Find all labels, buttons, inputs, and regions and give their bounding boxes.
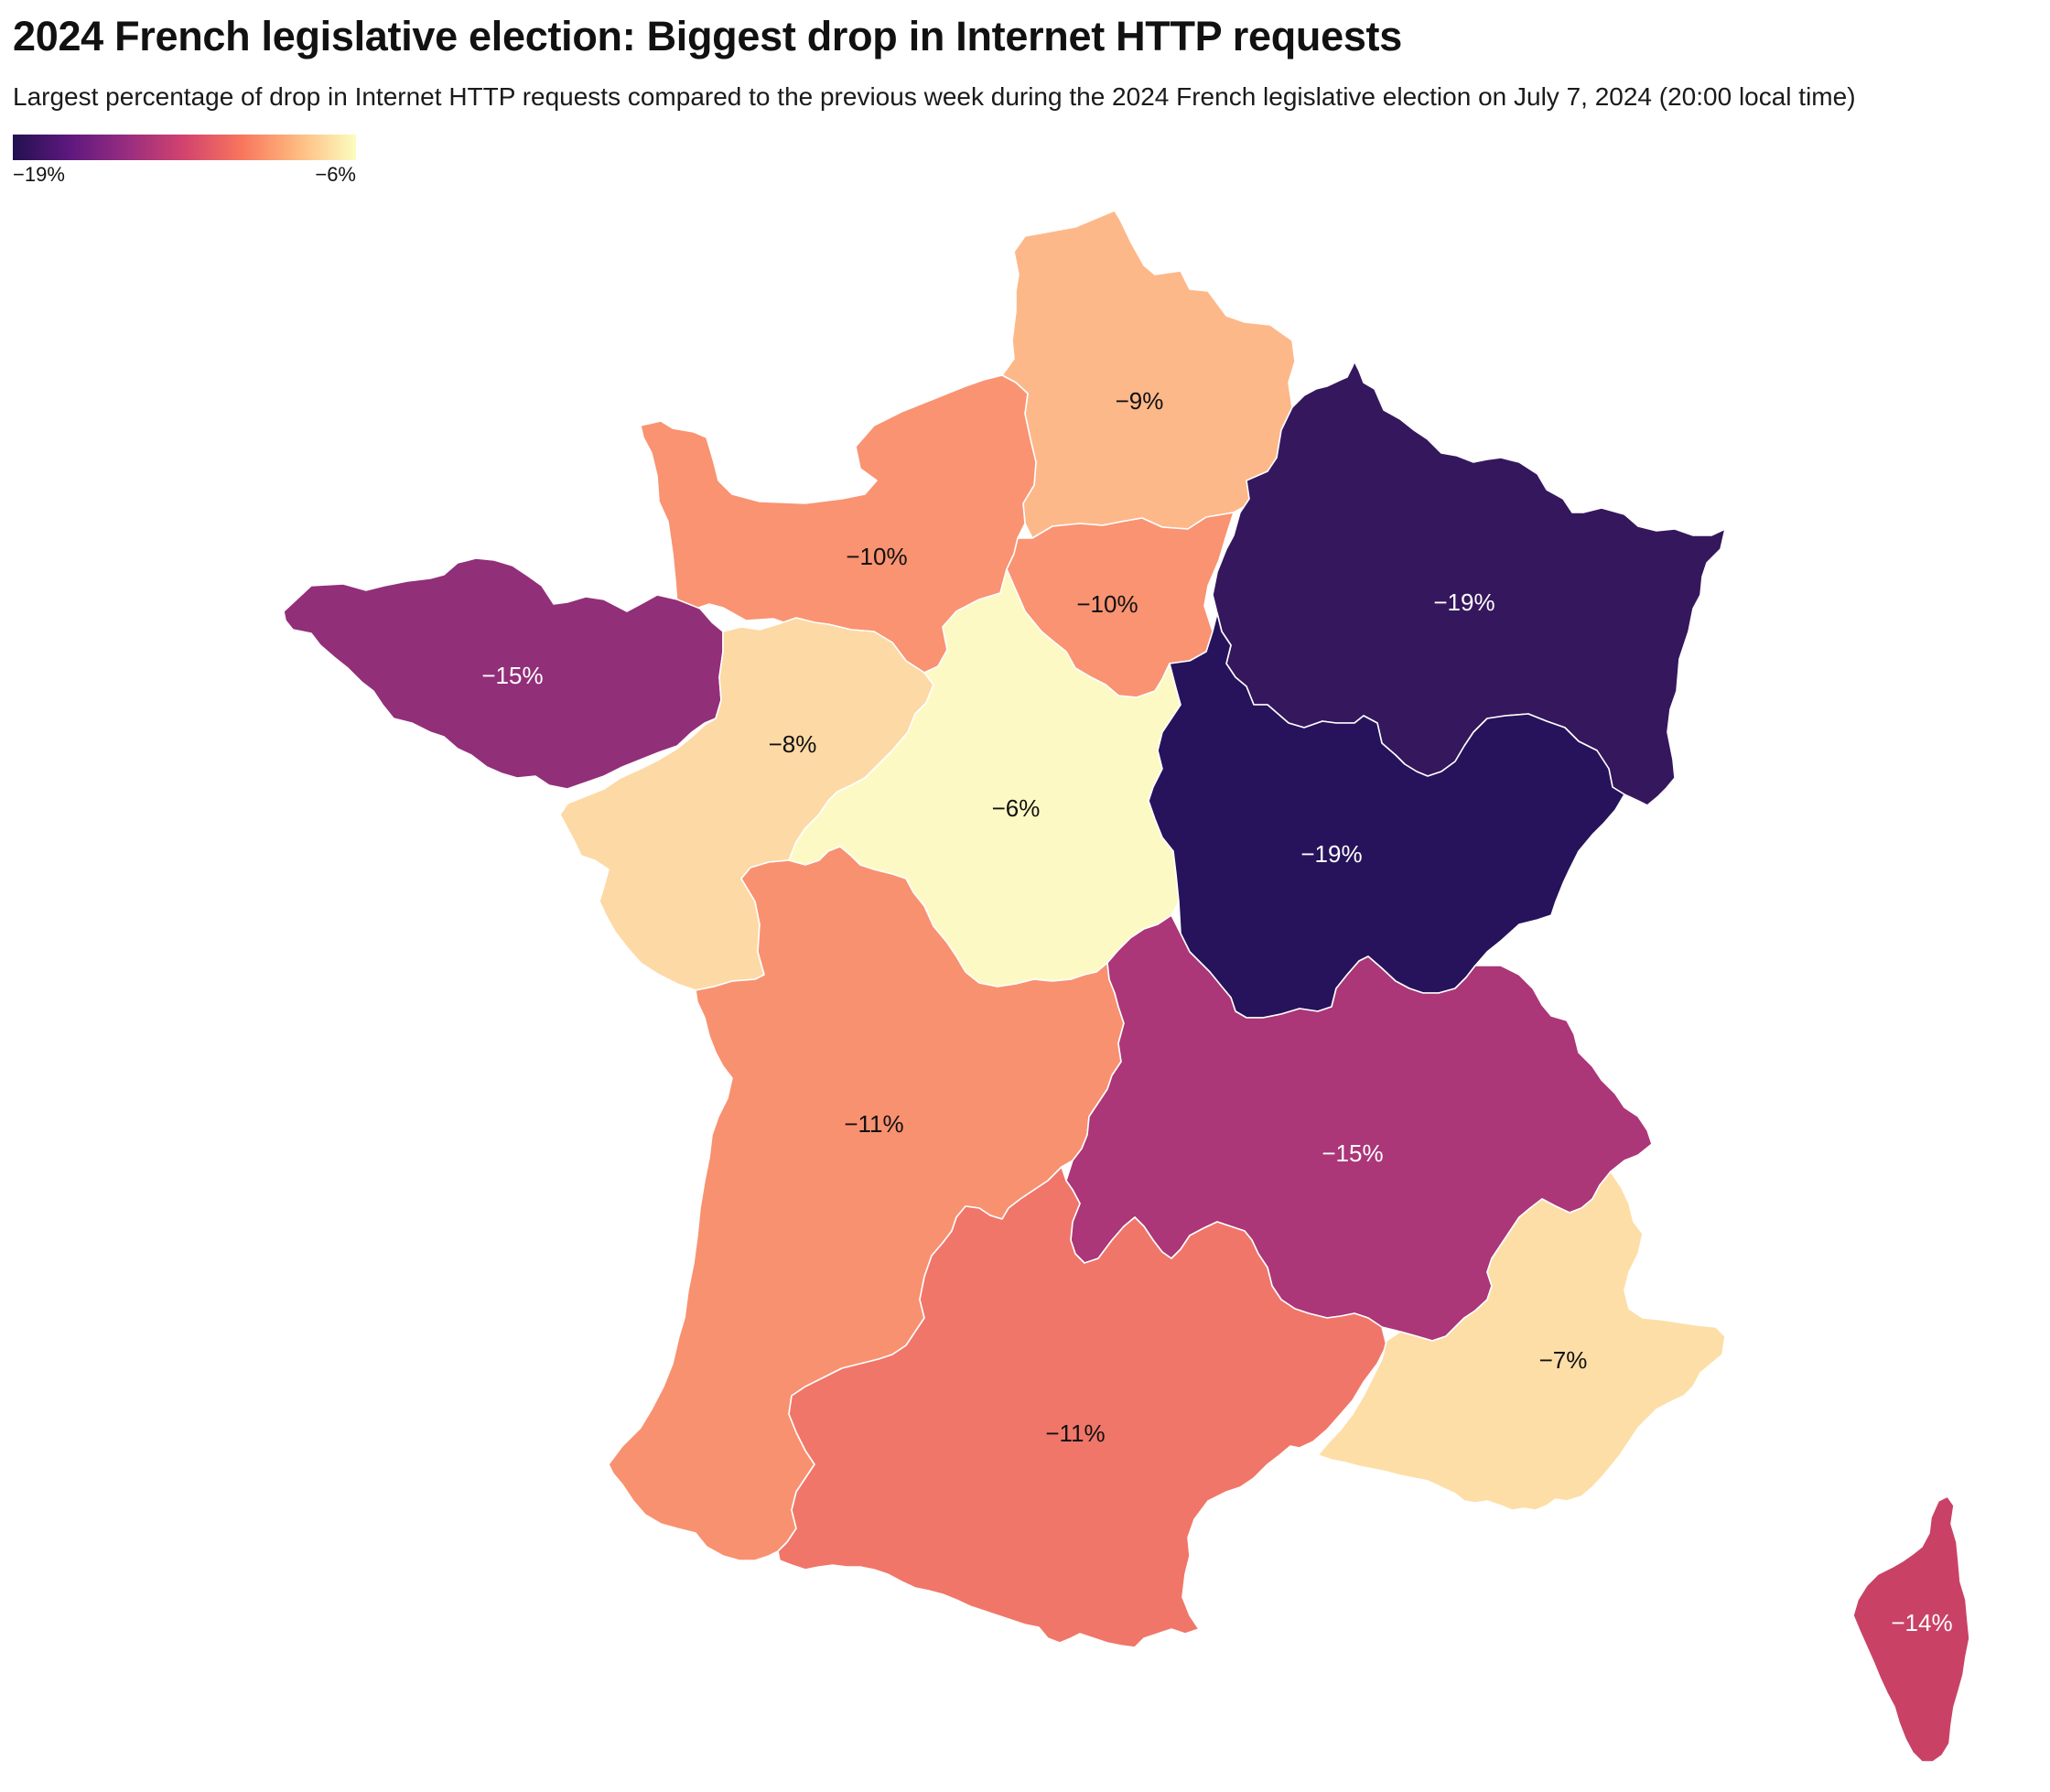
region-label-bourgogne-franche-comte: −19% xyxy=(1300,840,1362,868)
legend-min-label: −19% xyxy=(13,163,65,186)
region-label-occitanie: −11% xyxy=(1045,1420,1105,1447)
legend-gradient-bar xyxy=(13,135,356,160)
region-label-centre-val-de-loire: −6% xyxy=(992,794,1041,822)
region-label-bretagne: −15% xyxy=(481,662,543,689)
map-title: 2024 French legislative election: Bigges… xyxy=(13,13,1402,59)
region-label-normandie: −10% xyxy=(846,543,907,570)
region-label-grand-est: −19% xyxy=(1433,588,1494,616)
region-label-nouvelle-aquitaine: −11% xyxy=(844,1110,903,1138)
region-label-pays-de-la-loire: −8% xyxy=(769,730,817,758)
region-label-provence-alpes-cote-d-azur: −7% xyxy=(1539,1346,1588,1374)
labels-layer: −9% −10% −10% −19% −15% −8% −6% −19% −11% −15% −11… xyxy=(481,387,1952,1636)
region-label-ile-de-france: −10% xyxy=(1076,590,1138,618)
map-subtitle: Largest percentage of drop in Internet H… xyxy=(13,82,1856,111)
legend-max-label: −6% xyxy=(315,163,356,186)
region-label-corse: −14% xyxy=(1891,1609,1952,1636)
regions-layer xyxy=(283,210,1970,1763)
region-corse[interactable] xyxy=(1852,1495,1970,1763)
region-provence-alpes-cote-d-azur[interactable] xyxy=(1317,1171,1726,1511)
legend-labels: −19% −6% xyxy=(13,160,356,188)
region-bretagne[interactable] xyxy=(283,557,724,790)
region-occitanie[interactable] xyxy=(777,1166,1387,1648)
region-label-auvergne-rhone-alpes: −15% xyxy=(1322,1139,1383,1167)
color-legend: −19% −6% xyxy=(13,135,356,188)
region-label-hauts-de-france: −9% xyxy=(1116,387,1164,415)
